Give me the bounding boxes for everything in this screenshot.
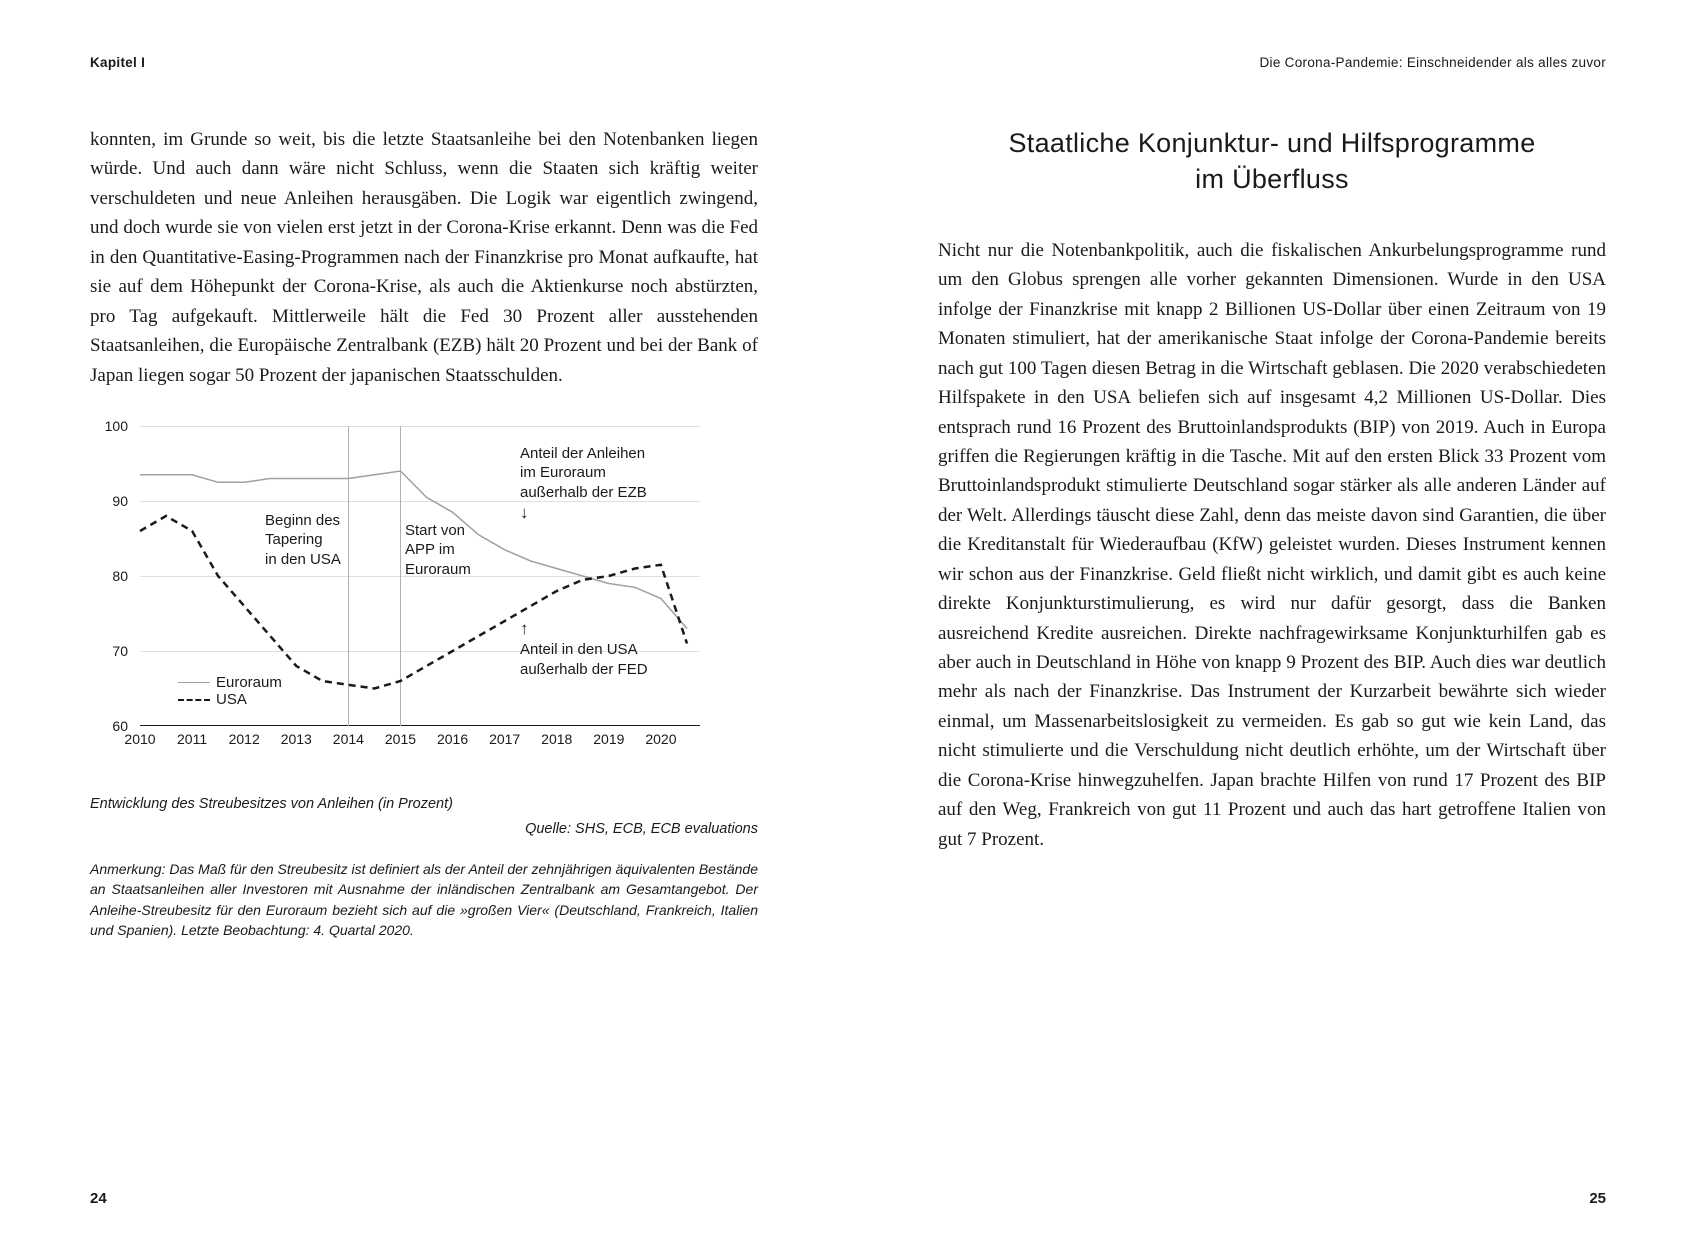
x-tick-label: 2019 bbox=[593, 731, 624, 747]
x-tick-label: 2016 bbox=[437, 731, 468, 747]
right-page: Die Corona-Pandemie: Einschneidender als… bbox=[848, 0, 1696, 1257]
chart-plot-area: Beginn desTaperingin den USA Start vonAP… bbox=[140, 426, 700, 726]
x-tick-label: 2018 bbox=[541, 731, 572, 747]
chart-caption: Entwicklung des Streubesitzes von Anleih… bbox=[90, 794, 758, 815]
x-tick-label: 2014 bbox=[333, 731, 364, 747]
page-number-left: 24 bbox=[90, 1190, 107, 1207]
section-heading: Staatliche Konjunktur- und Hilfsprogramm… bbox=[938, 125, 1606, 198]
x-tick-label: 2012 bbox=[229, 731, 260, 747]
section-header: Die Corona-Pandemie: Einschneidender als… bbox=[938, 55, 1606, 70]
series-euroraum bbox=[140, 471, 687, 629]
y-tick-label: 100 bbox=[105, 418, 128, 434]
x-tick-label: 2020 bbox=[645, 731, 676, 747]
page-number-right: 25 bbox=[1589, 1190, 1606, 1207]
x-tick-label: 2010 bbox=[124, 731, 155, 747]
chart-source: Quelle: SHS, ECB, ECB evaluations bbox=[90, 821, 758, 837]
chapter-header: Kapitel I bbox=[90, 55, 758, 70]
y-tick-label: 70 bbox=[112, 643, 128, 659]
right-body-text: Nicht nur die Notenbankpolitik, auch die… bbox=[938, 236, 1606, 854]
x-tick-label: 2017 bbox=[489, 731, 520, 747]
x-tick-label: 2011 bbox=[177, 731, 207, 747]
free-float-chart: 60708090100 2010201120122013201420152016… bbox=[90, 426, 710, 766]
y-tick-label: 90 bbox=[112, 493, 128, 509]
chart-note: Anmerkung: Das Maß für den Streubesitz i… bbox=[90, 859, 758, 940]
x-tick-label: 2015 bbox=[385, 731, 416, 747]
left-page: Kapitel I konnten, im Grunde so weit, bi… bbox=[0, 0, 848, 1257]
chart-svg bbox=[140, 426, 700, 726]
y-tick-label: 80 bbox=[112, 568, 128, 584]
x-tick-label: 2013 bbox=[281, 731, 312, 747]
left-body-text: konnten, im Grunde so weit, bis die letz… bbox=[90, 125, 758, 390]
series-usa bbox=[140, 516, 687, 689]
